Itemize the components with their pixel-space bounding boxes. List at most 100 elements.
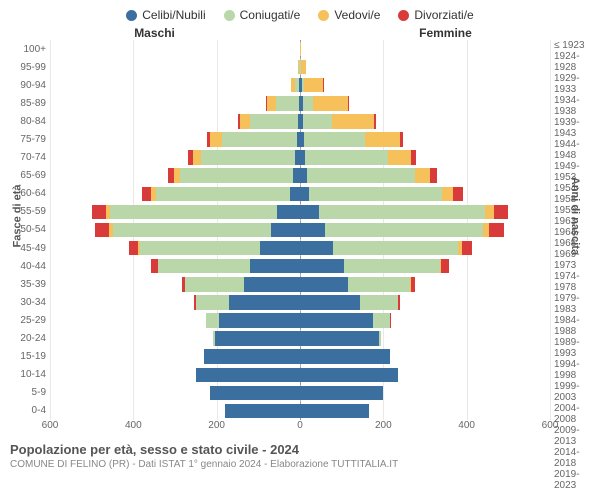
birth-year-label: 2014-2018 [554,447,600,469]
segment-single [300,187,309,201]
x-tick-label: 400 [125,420,142,431]
legend-swatch [318,10,329,21]
male-bar [50,368,300,382]
pyramid-row [50,366,550,384]
female-bar [300,223,550,237]
male-bar [50,205,300,219]
segment-single [300,168,307,182]
segment-single [300,205,319,219]
birth-year-label: 1994-1998 [554,359,600,381]
footer: Popolazione per età, sesso e stato civil… [0,436,600,470]
legend-swatch [398,10,409,21]
pyramid-row [50,58,550,76]
segment-divorced [462,241,472,255]
male-bar [50,223,300,237]
legend-swatch [224,10,235,21]
female-bar [300,60,550,74]
segment-divorced [489,223,504,237]
age-label: 70-74 [0,149,46,167]
legend-item: Celibi/Nubili [126,8,205,22]
pyramid-row [50,130,550,148]
segment-married [180,168,293,182]
male-bar [50,150,300,164]
female-bar [300,349,550,363]
birth-year-label: ≤ 1923 [554,40,600,51]
segment-married [305,150,388,164]
segment-single [300,349,390,363]
birth-year-label: 1929-1933 [554,73,600,95]
pyramid-row [50,348,550,366]
segment-widowed [388,150,411,164]
pyramid-row [50,185,550,203]
pyramid-row [50,76,550,94]
age-label: 5-9 [0,384,46,402]
legend-item: Vedovi/e [318,8,380,22]
x-tick-label: 600 [42,420,59,431]
segment-widowed [304,78,323,92]
female-bar [300,168,550,182]
age-label: 90-94 [0,76,46,94]
segment-single [300,223,325,237]
segment-single [277,205,300,219]
birth-year-label: 1934-1938 [554,95,600,117]
male-bar [50,386,300,400]
birth-year-label: 2019-2023 [554,469,600,491]
segment-married [379,331,381,345]
segment-divorced [95,223,110,237]
age-label: 20-24 [0,330,46,348]
segment-single [215,331,300,345]
segment-single [300,259,344,273]
segment-divorced [374,114,376,128]
birth-year-label: 1939-1943 [554,117,600,139]
female-bar [300,277,550,291]
female-bar [300,150,550,164]
female-bar [300,114,550,128]
chart-body: Fasce di età 100+95-9990-9485-8980-8475-… [0,40,600,420]
male-bar [50,114,300,128]
female-bar [300,78,550,92]
segment-single [293,168,301,182]
male-bar [50,78,300,92]
segment-widowed [442,187,452,201]
segment-widowed [300,42,301,56]
male-bar [50,331,300,345]
segment-married [360,295,398,309]
segment-married [344,259,440,273]
birth-year-label: 1984-1988 [554,315,600,337]
segment-married [276,96,299,110]
segment-divorced [411,150,416,164]
pyramid-row [50,203,550,221]
age-label: 25-29 [0,311,46,329]
birth-year-label: 1974-1978 [554,271,600,293]
segment-divorced [430,168,438,182]
pyramid-row [50,311,550,329]
segment-married [113,223,271,237]
pyramid-row [50,239,550,257]
segment-widowed [301,60,306,74]
female-bar [300,132,550,146]
female-bar [300,259,550,273]
chart-subtitle: COMUNE DI FELINO (PR) - Dati ISTAT 1° ge… [10,459,590,470]
segment-single [290,187,300,201]
pyramid-row [50,94,550,112]
pyramid-row [50,384,550,402]
male-bar [50,168,300,182]
male-bar [50,42,300,56]
segment-widowed [415,168,430,182]
birth-year-label: 2009-2013 [554,425,600,447]
legend-label: Divorziati/e [414,8,473,22]
pyramid-row [50,221,550,239]
x-tick-label: 200 [375,420,392,431]
segment-single [204,349,300,363]
segment-widowed [313,96,348,110]
segment-widowed [240,114,250,128]
segment-divorced [92,205,107,219]
pyramid-row [50,275,550,293]
birth-year-label: 1924-1928 [554,51,600,73]
age-axis: 100+95-9990-9485-8980-8475-7970-7465-696… [0,40,50,420]
segment-divorced [142,187,151,201]
male-bar [50,259,300,273]
segment-single [300,368,398,382]
segment-single [260,241,300,255]
age-label: 85-89 [0,94,46,112]
